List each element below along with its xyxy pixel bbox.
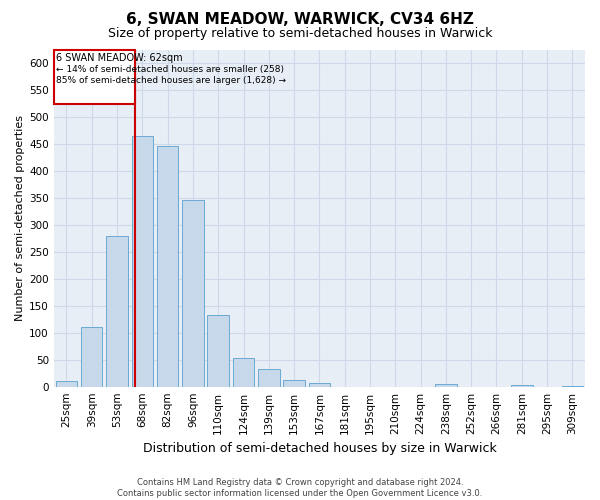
- Bar: [233, 358, 254, 386]
- Bar: [435, 384, 457, 386]
- Bar: [283, 380, 305, 386]
- Text: Contains HM Land Registry data © Crown copyright and database right 2024.
Contai: Contains HM Land Registry data © Crown c…: [118, 478, 482, 498]
- Bar: [208, 315, 229, 386]
- Bar: [308, 384, 330, 386]
- Text: 6, SWAN MEADOW, WARWICK, CV34 6HZ: 6, SWAN MEADOW, WARWICK, CV34 6HZ: [126, 12, 474, 28]
- Bar: [106, 236, 128, 386]
- Text: 6 SWAN MEADOW: 62sqm: 6 SWAN MEADOW: 62sqm: [56, 52, 182, 62]
- Bar: [182, 200, 203, 386]
- Text: Size of property relative to semi-detached houses in Warwick: Size of property relative to semi-detach…: [108, 28, 492, 40]
- Bar: [258, 370, 280, 386]
- Bar: [157, 146, 178, 386]
- Bar: [511, 385, 533, 386]
- Y-axis label: Number of semi-detached properties: Number of semi-detached properties: [15, 116, 25, 322]
- Bar: [56, 382, 77, 386]
- X-axis label: Distribution of semi-detached houses by size in Warwick: Distribution of semi-detached houses by …: [143, 442, 496, 455]
- Bar: [131, 136, 153, 386]
- Bar: [81, 328, 103, 386]
- Text: ← 14% of semi-detached houses are smaller (258): ← 14% of semi-detached houses are smalle…: [56, 64, 284, 74]
- Bar: [54, 50, 134, 104]
- Text: 85% of semi-detached houses are larger (1,628) →: 85% of semi-detached houses are larger (…: [56, 76, 286, 86]
